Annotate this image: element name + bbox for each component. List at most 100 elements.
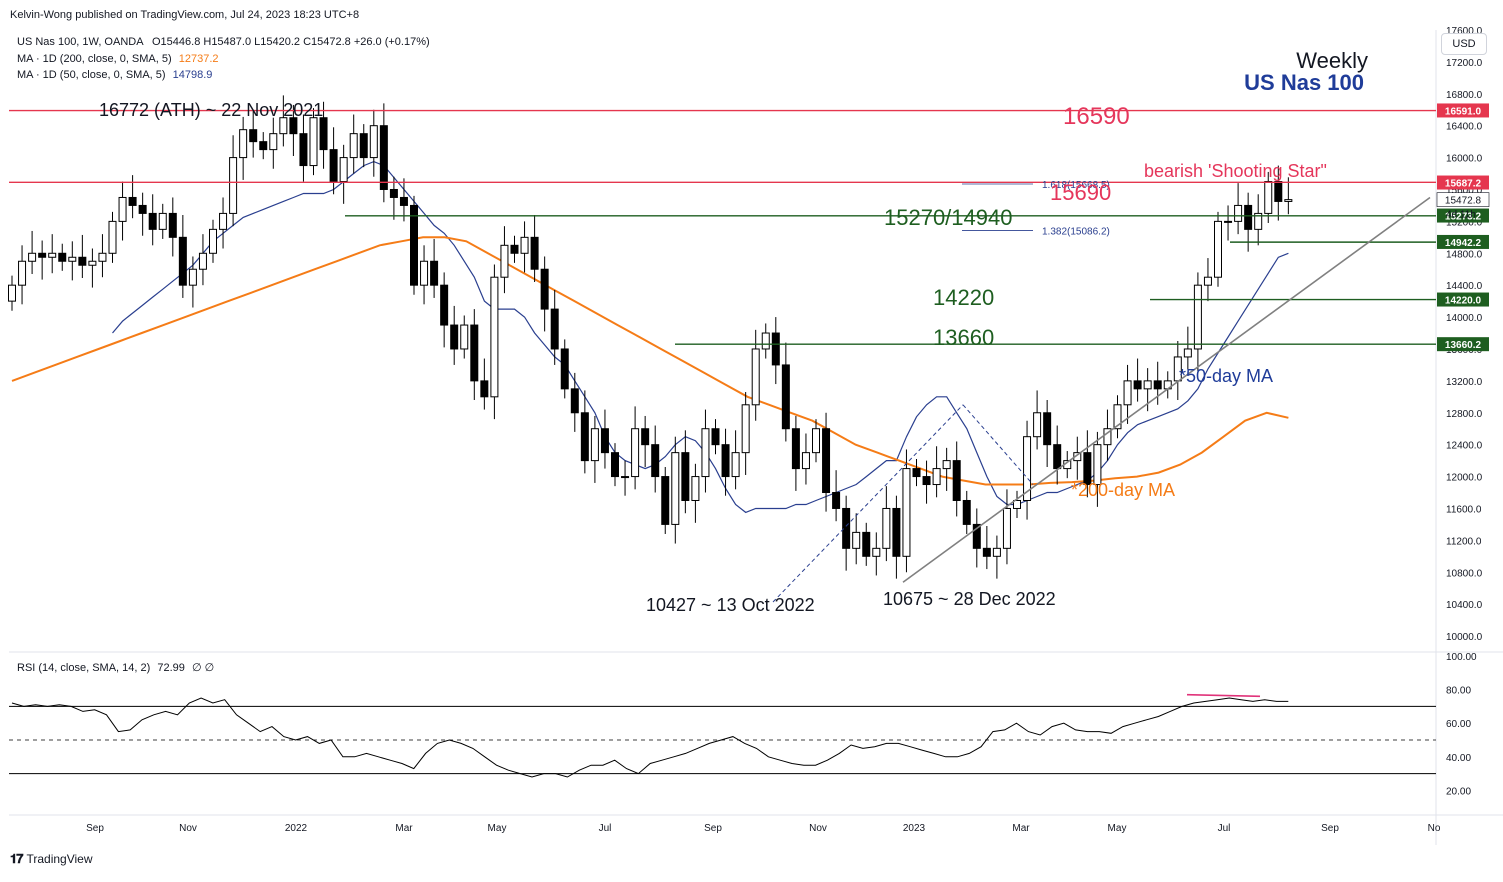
candle[interactable] (550, 308, 559, 350)
candle[interactable] (520, 236, 529, 254)
candle[interactable] (450, 324, 459, 350)
rsi-divergence-line[interactable] (1186, 693, 1261, 698)
candle[interactable] (1023, 436, 1032, 501)
candle[interactable] (1234, 204, 1243, 222)
candle[interactable] (289, 117, 298, 135)
candle[interactable] (88, 260, 97, 266)
candle[interactable] (741, 404, 750, 454)
candle[interactable] (932, 468, 941, 486)
candle[interactable] (229, 157, 238, 214)
candle[interactable] (219, 212, 228, 230)
candle[interactable] (410, 204, 418, 286)
candle[interactable] (319, 117, 328, 151)
candle[interactable] (1193, 284, 1202, 350)
candle[interactable] (359, 133, 368, 159)
candle[interactable] (822, 428, 831, 494)
candle[interactable] (600, 428, 609, 454)
candle[interactable] (239, 129, 248, 159)
price-pane[interactable] (9, 30, 1436, 652)
candle[interactable] (681, 452, 690, 501)
candle[interactable] (892, 507, 901, 557)
candle[interactable] (168, 212, 177, 238)
candle[interactable] (1013, 499, 1021, 509)
candle[interactable] (731, 452, 740, 478)
candle[interactable] (902, 468, 911, 557)
candle[interactable] (28, 252, 37, 262)
candle[interactable] (1254, 212, 1263, 230)
candle[interactable] (480, 380, 489, 398)
candle[interactable] (389, 188, 398, 198)
candle[interactable] (621, 476, 630, 479)
candle[interactable] (922, 476, 931, 486)
candle[interactable] (771, 332, 780, 366)
candle[interactable] (369, 125, 378, 159)
candle[interactable] (279, 117, 288, 135)
candle[interactable] (761, 332, 770, 350)
candle[interactable] (671, 452, 680, 525)
candle[interactable] (812, 428, 820, 454)
candle[interactable] (832, 492, 841, 509)
candle[interactable] (701, 428, 710, 478)
candle[interactable] (1033, 412, 1042, 438)
candle[interactable] (78, 256, 87, 266)
candle[interactable] (158, 212, 167, 230)
candle[interactable] (631, 428, 640, 478)
candle[interactable] (721, 444, 730, 478)
candle[interactable] (118, 196, 127, 222)
candle[interactable] (992, 547, 1001, 557)
candle[interactable] (530, 236, 539, 270)
candle[interactable] (1183, 348, 1192, 358)
candle[interactable] (1203, 276, 1212, 286)
candle[interactable] (982, 547, 991, 557)
candle[interactable] (209, 228, 217, 254)
candle[interactable] (68, 256, 77, 262)
candle[interactable] (540, 268, 549, 310)
candle[interactable] (1143, 380, 1152, 390)
candle[interactable] (128, 196, 137, 206)
candle[interactable] (299, 133, 308, 167)
candle[interactable] (1264, 181, 1273, 214)
candle[interactable] (751, 348, 760, 406)
candle[interactable] (1002, 507, 1011, 549)
candle[interactable] (108, 220, 117, 254)
candle[interactable] (1133, 380, 1142, 390)
candle[interactable] (510, 244, 519, 254)
candle[interactable] (661, 476, 670, 525)
candle[interactable] (1093, 444, 1102, 486)
candle[interactable] (460, 324, 469, 350)
candle[interactable] (560, 348, 569, 390)
rsi-line[interactable] (11, 697, 1289, 778)
candle[interactable] (942, 460, 951, 470)
candle[interactable] (852, 531, 861, 549)
candle[interactable] (430, 260, 439, 286)
candle[interactable] (611, 452, 619, 478)
candle[interactable] (651, 444, 660, 478)
candle[interactable] (580, 412, 589, 462)
candle[interactable] (1103, 428, 1112, 446)
candle[interactable] (1043, 412, 1052, 446)
candle[interactable] (1123, 380, 1132, 406)
candle[interactable] (1113, 404, 1122, 430)
candle[interactable] (148, 212, 157, 230)
candle[interactable] (872, 547, 881, 557)
candle[interactable] (862, 531, 871, 557)
candle[interactable] (1083, 452, 1092, 486)
candle[interactable] (590, 428, 599, 462)
candle[interactable] (188, 268, 197, 286)
candle[interactable] (781, 364, 790, 430)
candle[interactable] (1214, 220, 1222, 278)
candle[interactable] (98, 252, 107, 262)
candle[interactable] (1244, 204, 1253, 230)
candle[interactable] (1274, 181, 1283, 202)
candle[interactable] (48, 252, 57, 258)
candle[interactable] (801, 452, 810, 470)
candle[interactable] (249, 129, 258, 143)
candle[interactable] (18, 260, 27, 286)
candle[interactable] (1153, 380, 1162, 390)
candle[interactable] (500, 244, 509, 278)
legend-symbol[interactable]: US Nas 100, 1W, OANDA (17, 36, 143, 48)
candle[interactable] (1224, 220, 1233, 223)
currency-button[interactable]: USD (1441, 33, 1487, 55)
candle[interactable] (952, 460, 961, 501)
candle[interactable] (962, 499, 971, 525)
